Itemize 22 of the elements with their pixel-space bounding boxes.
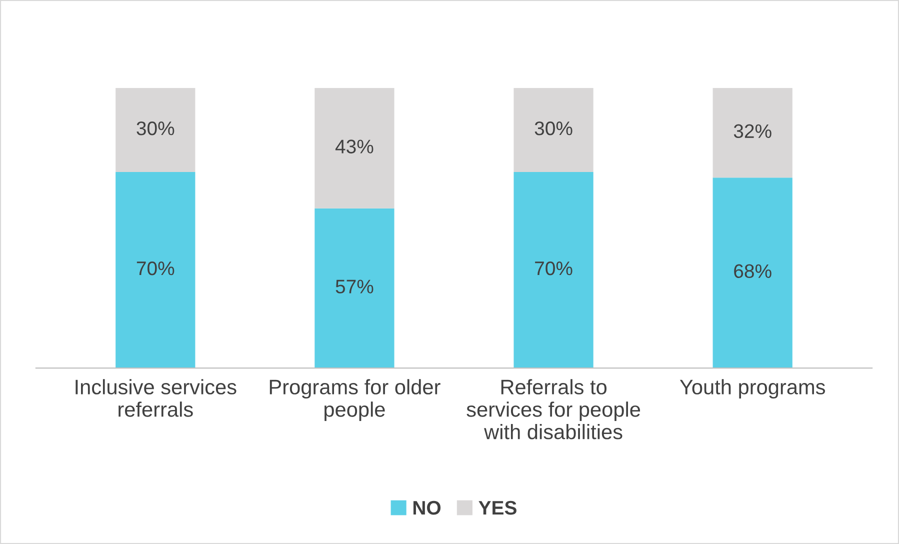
data-label: 68% — [734, 264, 772, 278]
data-label: 70% — [535, 261, 572, 276]
x-tick-label: Youth programs — [680, 379, 826, 399]
x-tick-label: Programs for older people — [270, 379, 440, 421]
bar — [116, 88, 196, 172]
data-label: 30% — [534, 121, 572, 136]
x-tick-label: Referrals to services for people with disabilities — [466, 379, 640, 440]
bar — [314, 208, 394, 368]
data-label: 30% — [136, 121, 174, 136]
data-label: 57% — [336, 280, 374, 294]
legend-label: NO — [413, 500, 441, 515]
bar — [514, 172, 594, 368]
bar — [514, 88, 594, 172]
data-label: 70% — [136, 261, 174, 276]
bar — [712, 88, 792, 178]
bar — [116, 172, 196, 368]
bar — [712, 178, 792, 368]
x-tick-label: Inclusive services referrals — [76, 379, 236, 417]
bar — [314, 88, 394, 208]
legend-label: YES — [478, 500, 516, 515]
data-label: 32% — [734, 124, 772, 138]
data-label: 43% — [335, 140, 374, 154]
